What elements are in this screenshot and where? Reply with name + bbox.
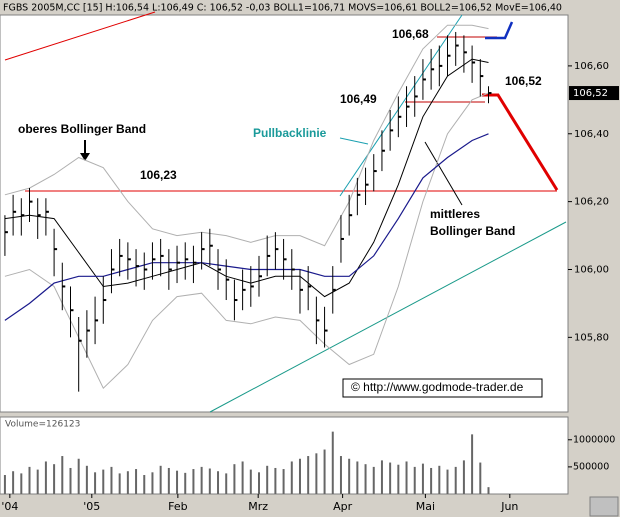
projection-arrow: [482, 93, 559, 191]
price-tag: [569, 86, 619, 101]
copyright-box: [342, 378, 543, 398]
y-tick-label: 106,00: [574, 264, 609, 275]
pullback-line: [339, 14, 463, 197]
annotation: oberes Bollinger Band: [18, 122, 146, 136]
annotation: Pullbacklinie: [253, 126, 327, 140]
copyright: © http://www.godmode-trader.de: [351, 380, 524, 394]
y-tick-label: 106,40: [574, 129, 609, 140]
blue-marker: [485, 21, 514, 40]
y-tick-label: 105,80: [574, 332, 609, 343]
volume-title: Volume=126123: [5, 420, 80, 430]
x-tick-label: Feb: [168, 500, 187, 513]
header-bar: [0, 0, 620, 15]
y-tick-label: 500000: [573, 461, 609, 472]
annotation: mittleres: [430, 207, 480, 221]
price-tag-label: 106,52: [573, 88, 608, 99]
arrow: [424, 141, 463, 206]
y-tick-label: 106,60: [574, 61, 609, 72]
corner-button[interactable]: [589, 496, 619, 517]
annotation: 106,23: [140, 168, 177, 182]
annotation: Bollinger Band: [430, 224, 515, 238]
annotation: 106,49: [340, 92, 377, 106]
x-tick-label: Mrz: [248, 500, 268, 513]
annotation: 106,68: [392, 27, 429, 41]
arrow-head: [80, 153, 90, 161]
x-tick-label: Apr: [333, 500, 353, 513]
trend-line: [4, 11, 156, 61]
x-tick-label: Jun: [500, 500, 518, 513]
y-tick-label: 1000000: [573, 434, 615, 445]
y-tick-label: 106,20: [574, 197, 609, 208]
annotation: 106,52: [505, 74, 542, 88]
trend-line: [209, 221, 567, 413]
x-tick-label: '05: [83, 500, 100, 513]
x-tick-label: Mai: [416, 500, 435, 513]
x-tick-label: '04: [1, 500, 18, 513]
price-panel: [0, 14, 569, 413]
header: FGBS 2005M,CC [15] H:106,54 L:106,49 C: …: [3, 3, 562, 14]
overlay-line: [4, 24, 489, 247]
arrow: [339, 137, 369, 145]
